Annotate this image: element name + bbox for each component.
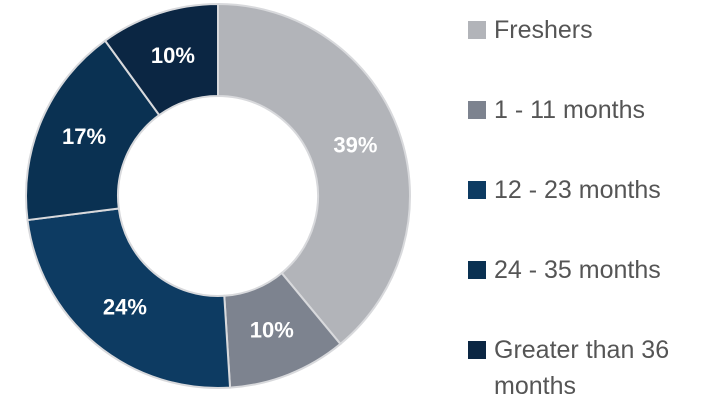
legend-swatch: [468, 101, 486, 119]
legend-item: 1 - 11 months: [468, 92, 703, 172]
data-label: 10%: [250, 318, 294, 343]
legend-label: Freshers: [494, 16, 593, 44]
legend-label: Greater than 36 months: [494, 336, 670, 400]
donut-segment: [26, 207, 232, 389]
data-label: 39%: [333, 132, 377, 157]
legend-swatch: [468, 181, 486, 199]
legend-swatch: [468, 341, 486, 359]
legend-label: 12 - 23 months: [494, 176, 661, 204]
legend-swatch: [468, 21, 486, 39]
donut-segment: [103, 2, 219, 117]
donut-segment: [25, 39, 161, 222]
data-label: 24%: [103, 294, 147, 319]
legend-item: Greater than 36 months: [468, 332, 703, 412]
legend-swatch: [468, 261, 486, 279]
data-label: 10%: [151, 43, 195, 68]
legend: Freshers 1 - 11 months 12 - 23 months 24 - …: [468, 12, 703, 412]
legend-item: 12 - 23 months: [468, 172, 703, 252]
chart: 39% 10% 24% 17% 10%: [25, 2, 411, 389]
data-label: 17%: [62, 124, 106, 149]
legend-label: 24 - 35 months: [494, 256, 661, 284]
legend-item: 24 - 35 months: [468, 252, 703, 332]
legend-item: Freshers: [468, 12, 703, 92]
donut-segment: [217, 2, 411, 346]
legend-label: 1 - 11 months: [494, 96, 646, 124]
